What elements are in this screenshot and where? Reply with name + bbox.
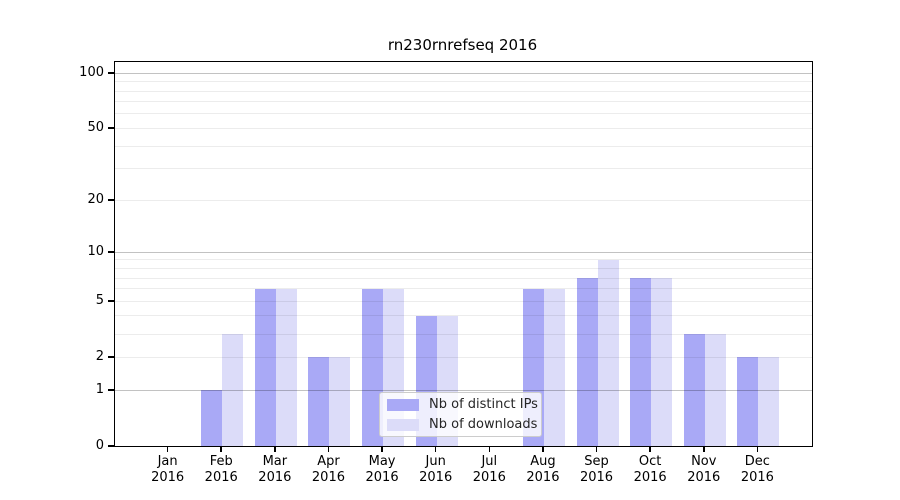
y-tick-mark [108, 199, 114, 201]
y-tick-label: 1 [95, 381, 104, 397]
x-tick-mark [595, 446, 598, 452]
legend-item-downloads: Nb of downloads [387, 417, 537, 432]
bar-mar-distinct-ips [255, 288, 276, 446]
x-tick-label-may: May 2016 [365, 454, 399, 485]
x-tick-mark [756, 446, 759, 452]
y-tick-label: 2 [95, 348, 104, 364]
gridline-minor [115, 300, 812, 302]
bar-oct-distinct-ips [630, 278, 651, 446]
gridline-minor [115, 333, 812, 335]
x-tick-label-dec: Dec 2016 [740, 454, 774, 485]
y-tick-label: 10 [87, 243, 104, 259]
gridline-minor [115, 199, 812, 201]
x-tick-label-mar: Mar 2016 [258, 454, 292, 485]
bar-sep-distinct-ips [577, 278, 598, 446]
gridline-minor [115, 81, 812, 83]
bar-feb-downloads [222, 334, 243, 446]
y-tick-mark [108, 389, 114, 391]
gridline-minor [115, 356, 812, 358]
legend-label-distinct-ips: Nb of distinct IPs [429, 397, 538, 412]
x-tick-mark [274, 446, 276, 452]
x-tick-label-sep: Sep 2016 [579, 454, 614, 485]
chart-title: rn230rnrefseq 2016 [387, 36, 538, 54]
gridline-minor [115, 268, 812, 269]
y-tick-label: 0 [95, 437, 104, 453]
gridline-minor [115, 315, 812, 317]
y-tick-mark [108, 445, 114, 447]
y-tick-label: 100 [79, 64, 104, 80]
bar-dec-distinct-ips [737, 357, 758, 446]
x-tick-mark [434, 446, 437, 452]
bars-layer [115, 62, 812, 446]
x-tick-label-jan: Jan 2016 [151, 454, 185, 485]
x-tick-mark [488, 446, 491, 452]
x-tick-label-jul: Jul 2016 [472, 454, 506, 485]
y-tick-label: 50 [87, 119, 104, 135]
x-tick-label-oct: Oct 2016 [633, 454, 667, 485]
gridline-minor [115, 101, 812, 103]
gridline-major [115, 251, 812, 253]
gridline-major [115, 72, 812, 74]
bar-aug-downloads [544, 288, 565, 446]
x-tick-label-jun: Jun 2016 [419, 454, 453, 485]
x-tick-label-apr: Apr 2016 [311, 454, 345, 485]
y-tick-mark [108, 356, 114, 358]
legend-item-distinct-ips: Nb of distinct IPs [387, 397, 538, 412]
y-tick-label: 20 [87, 191, 104, 207]
gridline-minor [115, 259, 812, 261]
x-tick-mark [327, 446, 330, 452]
x-tick-label-aug: Aug 2016 [526, 454, 560, 485]
bar-dec-downloads [758, 357, 779, 446]
gridline-minor [115, 90, 812, 92]
legend-swatch-downloads [387, 418, 419, 431]
x-tick-mark [166, 446, 169, 452]
x-tick-label-nov: Nov 2016 [687, 454, 721, 485]
gridline-minor [115, 113, 812, 115]
plot-area: Nb of distinct IPs Nb of downloads [114, 61, 813, 447]
x-tick-mark [381, 446, 383, 452]
legend: Nb of distinct IPs Nb of downloads [379, 392, 542, 437]
gridline-minor [115, 277, 812, 279]
bar-oct-downloads [651, 278, 672, 446]
bar-apr-downloads [329, 357, 350, 446]
bar-feb-distinct-ips [201, 390, 222, 446]
bar-nov-distinct-ips [684, 334, 705, 446]
y-tick-mark [108, 300, 114, 302]
bar-mar-downloads [276, 288, 297, 446]
bar-sep-downloads [598, 260, 619, 446]
bar-apr-distinct-ips [308, 357, 329, 446]
legend-label-downloads: Nb of downloads [429, 417, 538, 432]
y-tick-label: 5 [95, 292, 104, 308]
gridline-major [115, 389, 812, 391]
y-tick-mark [108, 72, 114, 74]
gridline-minor [115, 145, 812, 147]
gridline-minor [115, 127, 812, 129]
x-tick-label-feb: Feb 2016 [204, 454, 238, 485]
x-tick-mark [703, 446, 705, 452]
gridlines-layer [115, 62, 812, 446]
gridline-minor [115, 288, 812, 290]
x-tick-mark [220, 446, 222, 452]
bar-may-distinct-ips [362, 288, 383, 446]
y-tick-mark [108, 127, 114, 129]
x-tick-mark [542, 446, 544, 452]
bar-nov-downloads [705, 334, 726, 446]
x-tick-mark [649, 446, 651, 452]
y-tick-mark [108, 251, 114, 253]
legend-swatch-distinct-ips [387, 398, 419, 411]
gridline-minor [115, 168, 812, 170]
